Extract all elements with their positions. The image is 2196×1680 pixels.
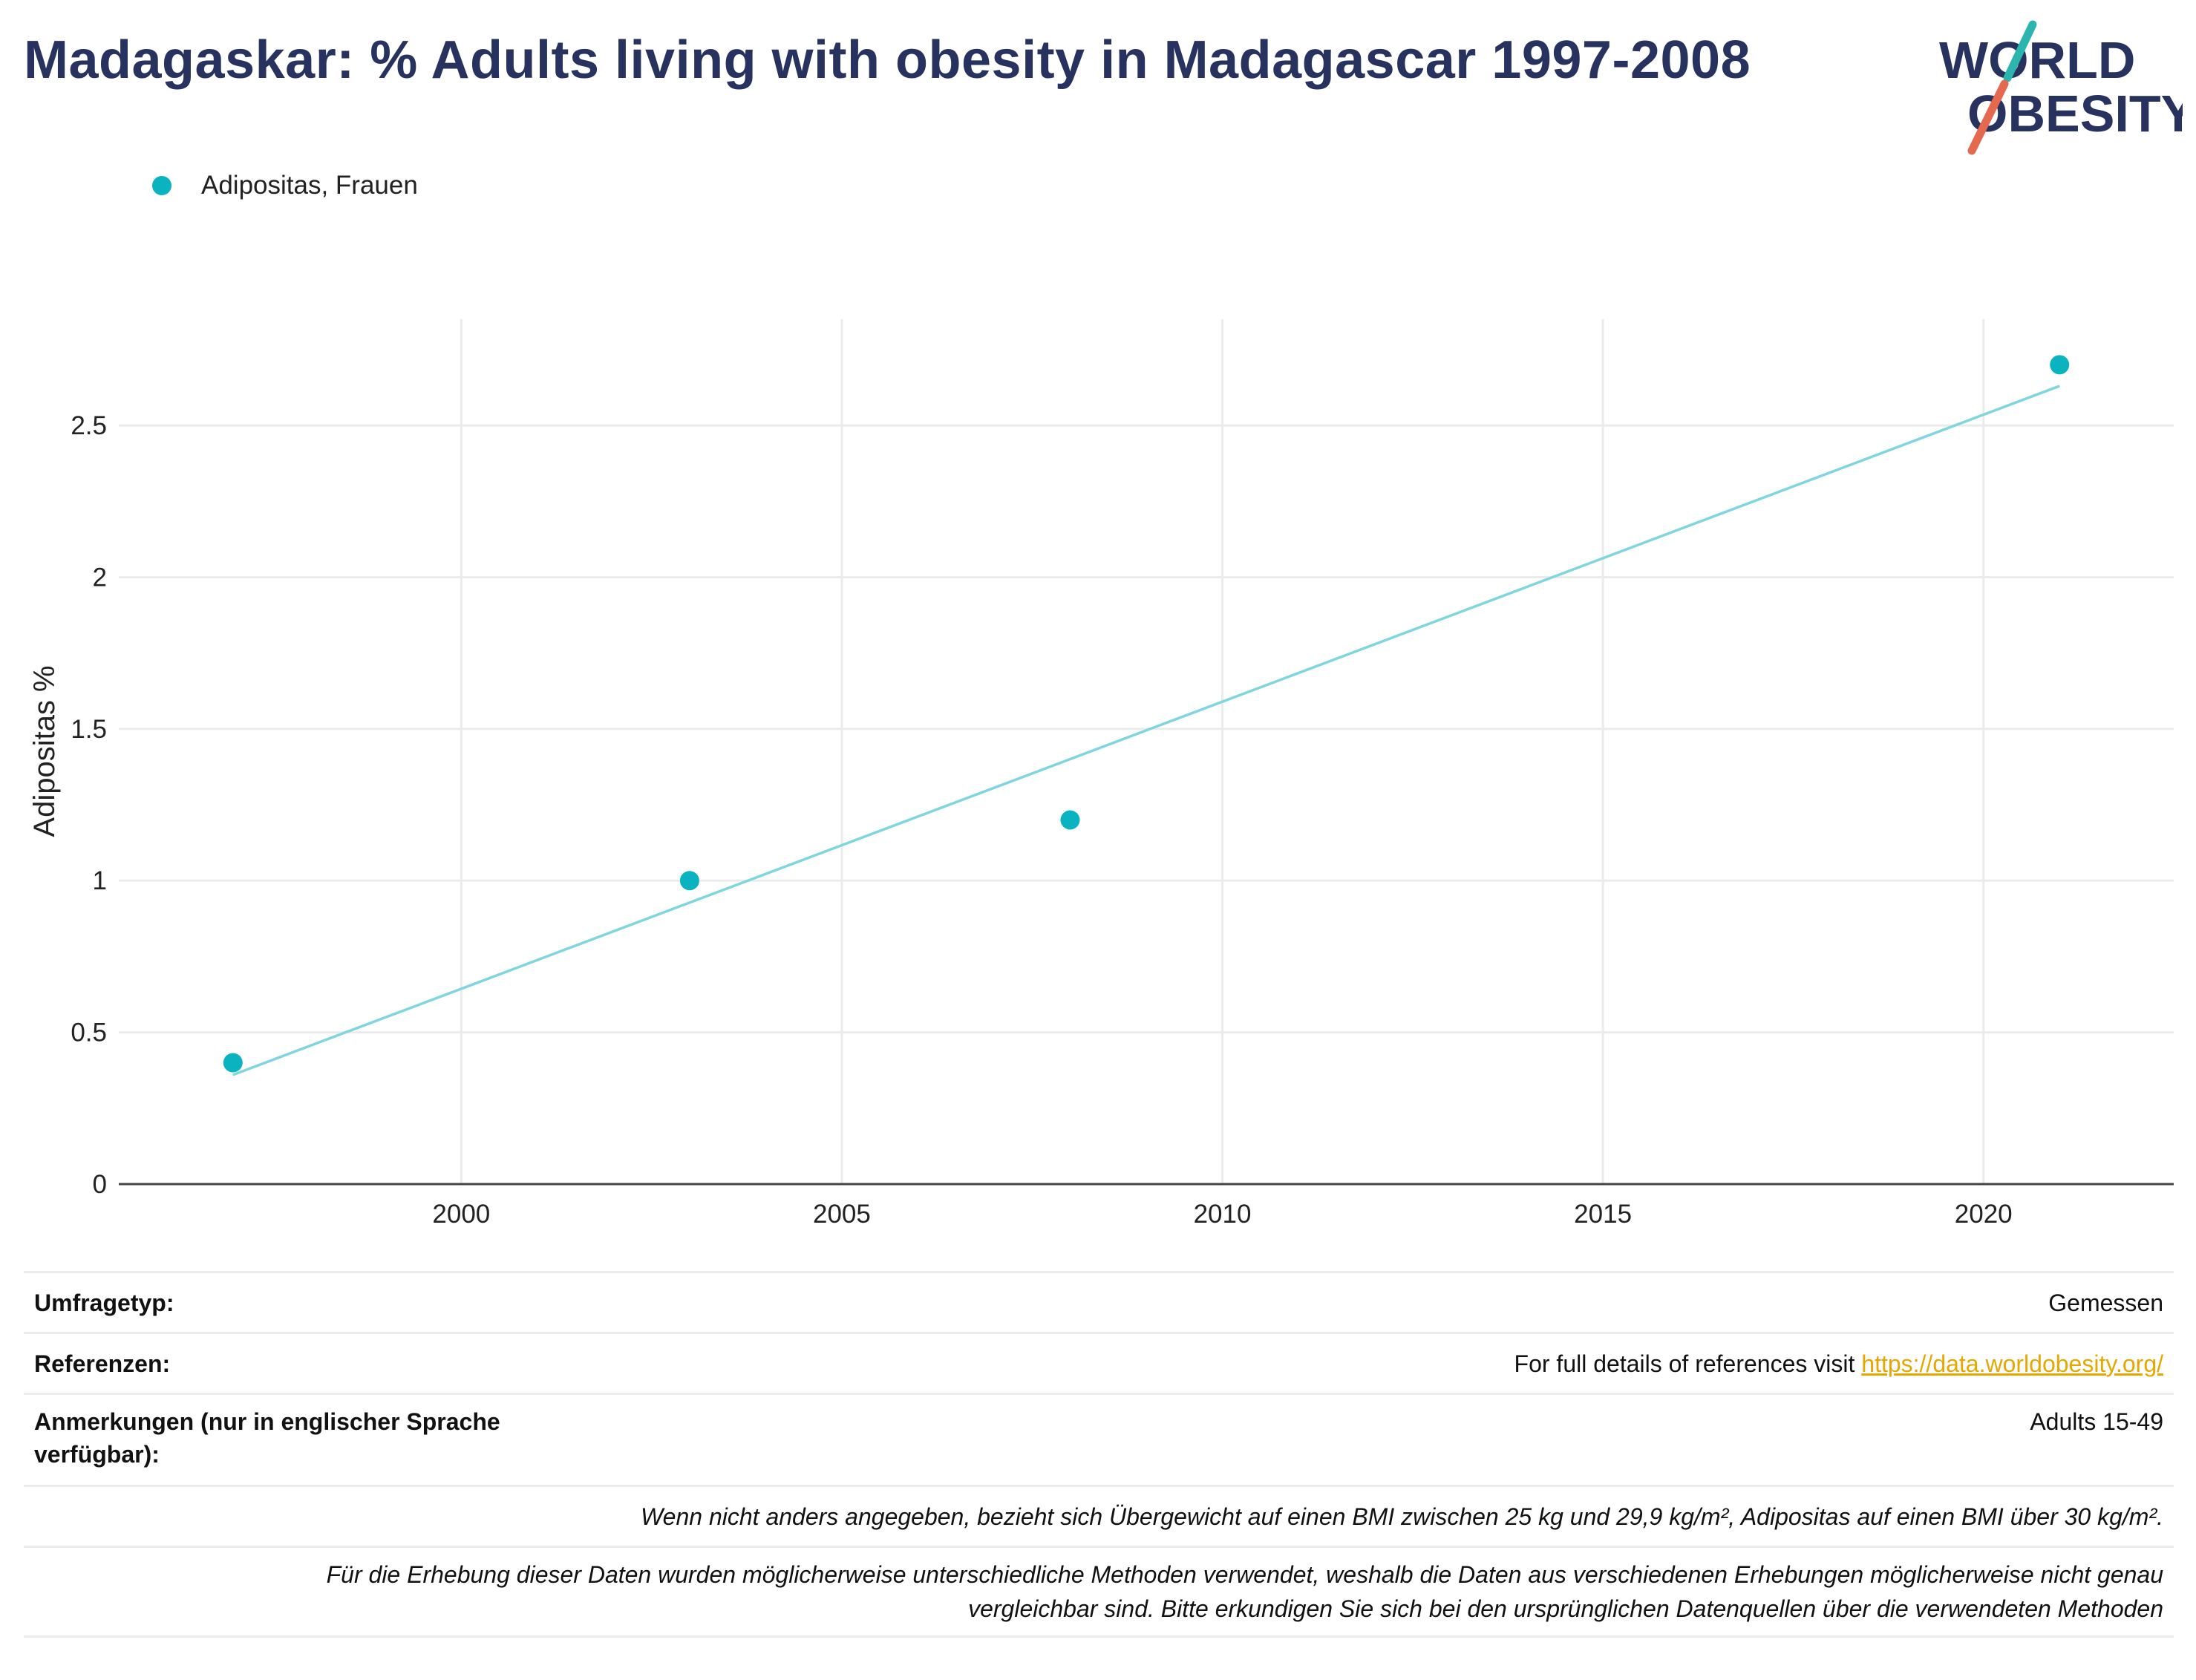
note-bmi-row: Wenn nicht anders angegeben, bezieht sic… bbox=[24, 1485, 2174, 1546]
notes-value: Adults 15-49 bbox=[2030, 1408, 2163, 1435]
y-tick-label: 1.5 bbox=[71, 715, 107, 744]
survey-type-row: Umfragetyp: Gemessen bbox=[24, 1271, 2174, 1332]
data-point[interactable] bbox=[679, 871, 699, 891]
axes: 0 0.5 1 1.5 2 2.5 2000 2005 2010 2015 2020 bbox=[71, 411, 2174, 1229]
grid bbox=[119, 319, 2174, 1184]
notes-label-line1: Anmerkungen (nur in englischer Sprache bbox=[34, 1408, 500, 1435]
note-bmi: Wenn nicht anders angegeben, bezieht sic… bbox=[641, 1503, 2163, 1530]
notes-row: Anmerkungen (nur in englischer Sprache ve… bbox=[24, 1393, 2174, 1485]
trendline bbox=[232, 385, 2060, 1076]
survey-type-label: Umfragetyp: bbox=[34, 1289, 174, 1316]
x-tick-label: 2015 bbox=[1574, 1200, 1632, 1229]
x-tick-label: 2020 bbox=[1955, 1200, 2013, 1229]
page-title: Madagaskar: % Adults living with obesity… bbox=[24, 30, 1751, 90]
info-table: Umfragetyp: Gemessen Referenzen: For ful… bbox=[24, 1271, 2174, 1638]
trendline-layer bbox=[232, 385, 2060, 1076]
x-tick-label: 2000 bbox=[432, 1200, 490, 1229]
data-point[interactable] bbox=[1060, 810, 1080, 830]
points-layer bbox=[223, 355, 2070, 1073]
y-axis-title: Adipositas % bbox=[28, 665, 61, 837]
note-methods: Für die Erhebung dieser Daten wurden mög… bbox=[34, 1558, 2163, 1626]
legend[interactable]: Adipositas, Frauen bbox=[152, 169, 418, 202]
x-tick-label: 2005 bbox=[813, 1200, 871, 1229]
y-tick-label: 2 bbox=[93, 563, 107, 592]
world-obesity-logo: WORLD OBESITY bbox=[1939, 20, 2183, 155]
note-methods-row: Für die Erhebung dieser Daten wurden mög… bbox=[24, 1546, 2174, 1638]
data-point[interactable] bbox=[2050, 355, 2070, 375]
references-label: Referenzen: bbox=[34, 1350, 171, 1377]
note-methods-line2: vergleichbar sind. Bitte erkundigen Sie … bbox=[968, 1595, 2163, 1622]
data-point[interactable] bbox=[223, 1053, 243, 1073]
survey-type-value: Gemessen bbox=[2048, 1289, 2163, 1316]
y-tick-label: 1 bbox=[93, 866, 107, 895]
notes-label: Anmerkungen (nur in englischer Sprache ve… bbox=[34, 1405, 500, 1485]
references-link[interactable]: https://data.worldobesity.org/ bbox=[1861, 1350, 2163, 1377]
logo-line1: WORLD bbox=[1939, 31, 2135, 89]
note-methods-line1: Für die Erhebung dieser Daten wurden mög… bbox=[326, 1561, 2163, 1588]
notes-label-line2: verfügbar): bbox=[34, 1441, 160, 1468]
x-tick-label: 2010 bbox=[1194, 1200, 1252, 1229]
legend-marker bbox=[152, 176, 171, 195]
references-prefix: For full details of references visit bbox=[1514, 1350, 1862, 1377]
legend-label: Adipositas, Frauen bbox=[201, 171, 418, 200]
references-value: For full details of references visit htt… bbox=[1514, 1347, 2163, 1380]
references-row: Referenzen: For full details of referenc… bbox=[24, 1332, 2174, 1393]
y-tick-label: 0 bbox=[93, 1170, 107, 1199]
chart: 0 0.5 1 1.5 2 2.5 2000 2005 2010 2015 2020 Adiposi… bbox=[28, 319, 2174, 1229]
y-tick-label: 0.5 bbox=[71, 1019, 107, 1047]
y-tick-label: 2.5 bbox=[71, 411, 107, 440]
